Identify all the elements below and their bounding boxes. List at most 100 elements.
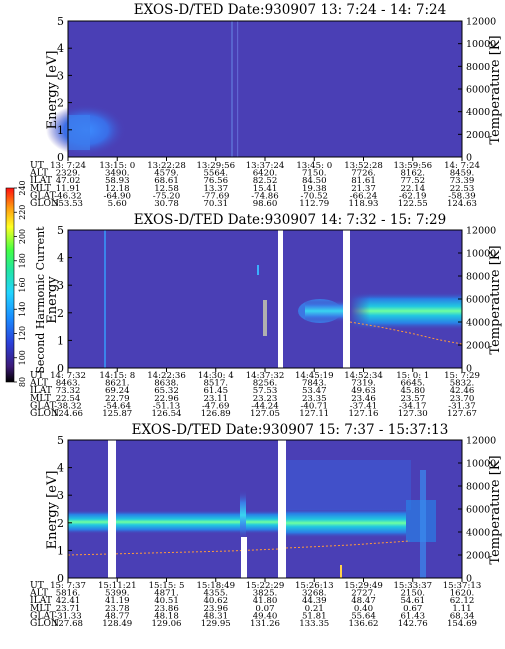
ephemeris-cell: 0.07: [255, 604, 274, 614]
energy-tick-label: 0: [57, 572, 64, 585]
ephemeris-row-label: ALT: [29, 588, 49, 599]
ephemeris-cell: 3268.: [302, 589, 327, 599]
ephemeris-cell: 68.34: [450, 611, 475, 621]
ephemeris-cell: 8517.: [203, 379, 228, 389]
temperature-tick-label: 12000: [466, 17, 496, 28]
ephemeris-cell: 23.46: [351, 394, 376, 404]
ephemeris-cell: 8638.: [154, 379, 179, 389]
ephemeris-cell: 22.96: [154, 394, 179, 404]
ephemeris-cell: 44.39: [302, 596, 327, 606]
panel-3-burst: [240, 490, 246, 540]
panel-2: EXOS-D/TED Date:930907 14: 7:32 - 15: 7:…: [5, 180, 503, 419]
ephemeris-cell: 129.95: [201, 619, 231, 629]
panel-2-band-segment: [305, 300, 343, 322]
ephemeris-cell: 42.41: [56, 596, 81, 606]
ephemeris-cell: 65.32: [154, 386, 179, 396]
ephemeris-cell: -31.33: [54, 611, 82, 621]
ephemeris-cell: 15:15: 5: [149, 581, 185, 591]
ephemeris-cell: 73.39: [450, 176, 475, 186]
colorbar-tick-label: 120: [18, 326, 27, 341]
temperature-tick-label: 8000: [466, 62, 490, 73]
ephemeris-cell: 13:45: 0: [296, 161, 332, 171]
panel-1: EXOS-D/TED Date:930907 13: 7:24 - 14: 7:…: [29, 2, 503, 209]
ephemeris-cell: 12.58: [154, 184, 179, 194]
panel-2-band-edge: [350, 292, 370, 330]
ephemeris-cell: 15:29:49: [344, 581, 383, 591]
ephemeris-cell: 48.47: [351, 596, 376, 606]
ephemeris-cell: 13:59:56: [393, 161, 432, 171]
ephemeris-row-label: MLT: [30, 603, 52, 614]
energy-tick-label: 2: [57, 517, 64, 530]
ephemeris-cell: 23.71: [56, 604, 81, 614]
ephemeris-cell: 127.11: [299, 409, 329, 419]
ephemeris-cell: -58.39: [448, 191, 476, 201]
ephemeris-cell: 15:37:13: [443, 581, 482, 591]
ephemeris-cell: 48.18: [154, 611, 179, 621]
ephemeris-cell: 8256.: [253, 379, 278, 389]
ephemeris-cell: 58.93: [105, 176, 130, 186]
temperature-tick-label: 6000: [466, 505, 490, 516]
ephemeris-cell: 40.51: [154, 596, 179, 606]
ephemeris-cell: 22.14: [400, 184, 425, 194]
panel-1-stripe: [231, 21, 233, 157]
temperature-tick-label: 6000: [466, 85, 490, 96]
temperature-tick-label: 2000: [466, 130, 490, 141]
energy-tick-label: 3: [57, 69, 64, 82]
ephemeris-row-label: GLAT: [30, 190, 57, 201]
ephemeris-cell: -37.41: [350, 401, 378, 411]
ephemeris-cell: 4579.: [154, 169, 179, 179]
ephemeris-row-label: MLT: [30, 393, 52, 404]
ephemeris-cell: 5816.: [56, 589, 81, 599]
ephemeris-cell: 126.54: [151, 409, 182, 419]
ephemeris-row-label: GLON: [30, 198, 59, 209]
panel-2-title: EXOS-D/TED Date:930907 14: 7:32 - 15: 7:…: [134, 212, 446, 228]
energy-tick-label: 1: [57, 334, 64, 347]
ephemeris-cell: 23.78: [105, 604, 130, 614]
energy-tick-label: 4: [57, 252, 64, 265]
temperature-tick-label: 4000: [466, 107, 490, 118]
ephemeris-cell: 1620.: [450, 589, 475, 599]
ephemeris-cell: 81.61: [351, 176, 376, 186]
ephemeris-cell: 124.63: [447, 199, 477, 209]
temperature-tick-label: 12000: [466, 226, 496, 237]
panel-3-stripe: [420, 470, 426, 578]
ephemeris-cell: -40.71: [300, 401, 328, 411]
ephemeris-cell: 22.53: [450, 184, 475, 194]
energy-tick-label: 1: [57, 124, 64, 137]
ephemeris-cell: 125.87: [102, 409, 132, 419]
panel-2-ylabel: Energy: [45, 276, 60, 324]
ephemeris-cell: 69.24: [105, 386, 130, 396]
ephemeris-cell: 12.18: [105, 184, 130, 194]
ephemeris-cell: 14: 7:24: [444, 161, 480, 171]
ephemeris-cell: 41.80: [253, 596, 278, 606]
panel-2-burst: [257, 265, 259, 275]
ephemeris-cell: -38.32: [54, 401, 82, 411]
ephemeris-cell: 126.89: [201, 409, 231, 419]
temperature-tick-label: 10000: [466, 249, 496, 260]
energy-tick-label: 2: [57, 307, 64, 320]
ephemeris-cell: 54.61: [400, 596, 425, 606]
ephemeris-cell: 112.79: [299, 199, 329, 209]
ephemeris-cell: 1.11: [452, 604, 471, 614]
ephemeris-row-label: GLON: [30, 408, 59, 419]
ephemeris-cell: 48.77: [105, 611, 130, 621]
ephemeris-cell: 61.45: [203, 386, 228, 396]
ephemeris-cell: 5832.: [450, 379, 475, 389]
panel-3-ylabel: Energy [eV]: [45, 471, 60, 550]
ephemeris-cell: 13:52:28: [344, 161, 383, 171]
panel-3-title: EXOS-D/TED Date:930907 15: 7:37 - 15:37:…: [132, 422, 449, 438]
energy-tick-label: 4: [57, 462, 64, 475]
energy-tick-label: 5: [57, 15, 64, 28]
ephemeris-cell: 133.35: [299, 619, 329, 629]
panel-3-band: [286, 508, 406, 538]
colorbar-tick-label: 200: [18, 229, 27, 244]
panel-3: EXOS-D/TED Date:930907 15: 7:37 - 15:37:…: [29, 422, 503, 629]
ephemeris-cell: 73.32: [56, 386, 81, 396]
colorbar-tick-label: 240: [18, 180, 27, 195]
ephemeris-cell: 70.31: [203, 199, 228, 209]
ephemeris-row-label: ILAT: [30, 175, 53, 186]
ephemeris-cell: 15:33:37: [393, 581, 432, 591]
energy-tick-label: 5: [57, 224, 64, 237]
ephemeris-cell: 68.61: [154, 176, 179, 186]
